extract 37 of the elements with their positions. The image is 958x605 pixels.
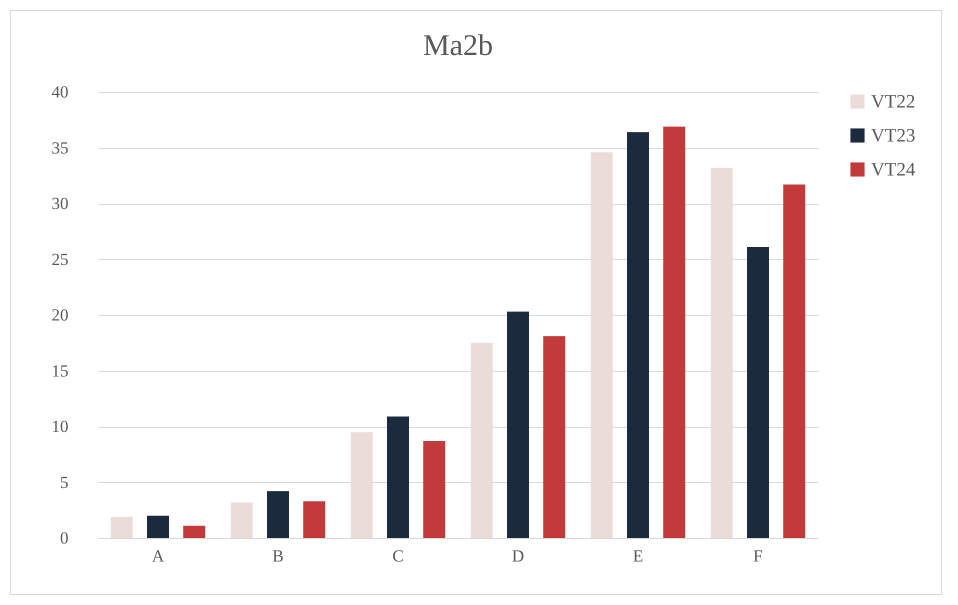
bar bbox=[183, 526, 206, 538]
y-tick-label: 20 bbox=[52, 306, 68, 324]
bar bbox=[783, 184, 806, 538]
chart-title: Ma2b bbox=[423, 29, 493, 62]
bar bbox=[350, 432, 373, 538]
bar bbox=[710, 168, 733, 538]
x-tick-label: C bbox=[392, 546, 404, 566]
y-tick-label: 15 bbox=[52, 361, 68, 380]
x-tick-label: E bbox=[632, 546, 644, 566]
bar bbox=[387, 416, 409, 538]
bar bbox=[470, 342, 493, 538]
y-tick-label: 40 bbox=[52, 82, 68, 102]
bar bbox=[663, 126, 686, 538]
y-tick-label: 30 bbox=[52, 194, 68, 213]
bar bbox=[267, 491, 289, 538]
bar bbox=[543, 336, 566, 538]
y-tick-label: 0 bbox=[60, 528, 68, 548]
bar bbox=[627, 132, 649, 538]
x-tick-label: D bbox=[512, 546, 524, 566]
x-tick-label: B bbox=[272, 546, 284, 566]
x-tick-label: F bbox=[753, 546, 763, 566]
bar bbox=[147, 516, 169, 538]
bar bbox=[303, 501, 326, 538]
x-tick-label: A bbox=[152, 546, 165, 566]
legend-label: VT22 bbox=[871, 92, 916, 112]
y-tick-label: 35 bbox=[52, 138, 68, 158]
bar bbox=[110, 516, 133, 538]
bar bbox=[747, 246, 769, 538]
legend-label: VT24 bbox=[871, 160, 916, 180]
legend-label: VT23 bbox=[871, 126, 916, 146]
y-tick-label: 10 bbox=[52, 417, 68, 436]
y-tick-label: 5 bbox=[60, 472, 68, 492]
bar bbox=[423, 440, 446, 538]
y-tick-label: 25 bbox=[52, 250, 68, 269]
bar bbox=[507, 312, 529, 538]
bar bbox=[230, 502, 253, 538]
bar bbox=[590, 152, 613, 538]
